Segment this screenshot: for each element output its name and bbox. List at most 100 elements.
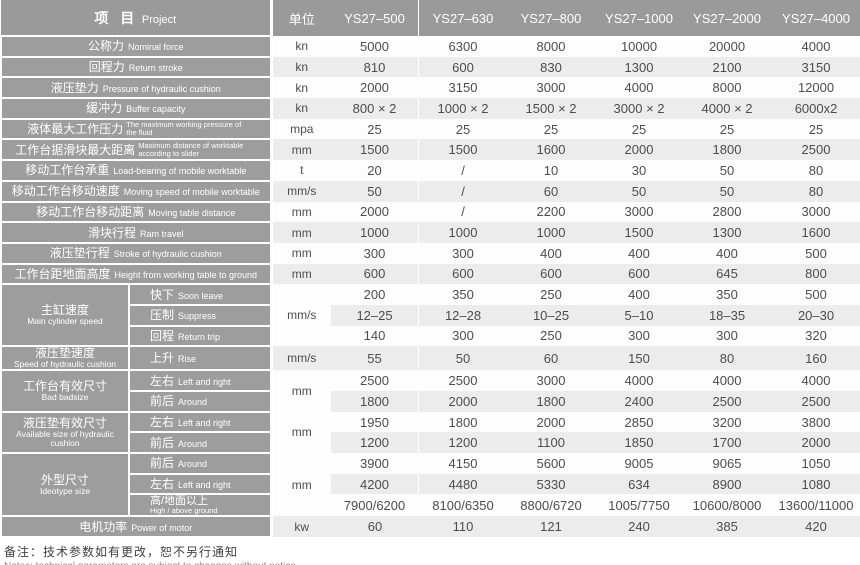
- value-cell: 5–10: [595, 304, 684, 326]
- value-cell: 350: [683, 284, 772, 305]
- value-cell: 600: [595, 263, 684, 285]
- group-label-cell: 液压垫有效尺寸 Available size of hydraulic cushi…: [0, 410, 130, 455]
- value-cell: 2500: [683, 391, 772, 412]
- row-label-zh: 左右: [150, 373, 175, 388]
- group-label-en: Available size of hydraulic cushion: [16, 428, 114, 448]
- value-cell: 9005: [595, 453, 684, 474]
- table-row: 移动工作台移动距离 Moving table distance mm 2000/220…: [0, 200, 860, 224]
- value-cell: 10–25: [507, 304, 596, 326]
- value-cell: 5000: [331, 36, 420, 57]
- row-label-en: Left and right: [178, 418, 231, 429]
- row-label-zh: 快下: [150, 287, 175, 302]
- value-cell: 1080: [771, 473, 860, 495]
- value-cell: 250: [507, 284, 596, 305]
- value-cell: 2000: [595, 139, 684, 161]
- value-cell: 8000: [683, 77, 772, 99]
- value-cell: 25: [419, 118, 508, 140]
- table-row: 压制 Suppress 12–25 12–28 10–25 5–10 18–35 20–30: [1, 303, 860, 327]
- value-cell: 25: [683, 118, 772, 140]
- value-cell: 1800: [331, 391, 420, 412]
- value-cell: 3000: [507, 77, 596, 99]
- value-cell: 5600: [507, 453, 596, 474]
- row-label-zh: 上升: [150, 351, 175, 366]
- value-cell: 10: [507, 160, 596, 181]
- value-cell: 1950: [331, 411, 420, 433]
- value-cell: 1005/7750: [595, 494, 684, 517]
- row-label-zh: 左右: [150, 477, 175, 492]
- unit-cell: kn: [271, 77, 332, 99]
- group-label-en: Ideotype size: [39, 485, 91, 496]
- value-cell: 4480: [419, 473, 508, 495]
- value-cell: 5330: [507, 473, 596, 495]
- row-label-cell: 前后 Around: [127, 431, 273, 455]
- value-cell: 600: [419, 263, 508, 285]
- row-label-en: Stroke of hydraulic cushion: [113, 249, 222, 260]
- row-label-en: Return stroke: [128, 63, 183, 74]
- value-cell: 600: [331, 263, 420, 285]
- row-label-zh: 移动工作台承重: [25, 163, 110, 178]
- row-label-en: Around: [178, 459, 208, 470]
- row-label-zh: 公称力: [87, 39, 124, 54]
- value-cell: 4000 × 2: [683, 98, 772, 119]
- footnote-zh: 备注：技术参数如有更改，恕不另行通知: [4, 545, 239, 560]
- row-label-zh: 移动工作台移动距离: [36, 204, 145, 219]
- value-cell: 3000: [771, 201, 860, 223]
- value-cell: 1700: [683, 432, 772, 454]
- unit-cell: mm: [271, 139, 332, 161]
- table-row: 前后 Around 1200 1200 1100 1850 1700 2000: [1, 431, 860, 455]
- value-cell: 1500 × 2: [507, 98, 596, 119]
- value-cell: 12–28: [419, 304, 508, 326]
- row-label-zh: 缓冲力: [86, 101, 123, 116]
- value-cell: 2850: [595, 411, 684, 433]
- value-cell: 20: [331, 160, 420, 181]
- row-label-cell: 公称力 Nominal force: [0, 35, 273, 58]
- value-cell: 12–25: [331, 304, 420, 326]
- value-cell: 600: [507, 263, 596, 285]
- value-cell: 4000: [683, 370, 772, 391]
- row-label-cell: 前后 Around: [127, 452, 273, 475]
- header-row: 项 目 Project 单位 YS27–500 YS27–630 YS27–80…: [1, 0, 860, 36]
- value-cell: 55: [331, 346, 420, 371]
- group-label-zh: 液压垫有效尺寸: [22, 415, 107, 430]
- value-cell: 320: [771, 325, 860, 347]
- value-cell: 160: [771, 346, 860, 371]
- header-model: YS27–800: [507, 0, 596, 36]
- row-label-cell: 前后 Around: [127, 390, 273, 413]
- value-cell: 1100: [507, 432, 596, 454]
- row-label-cell: 液压垫力 Pressure of hydraulic cushion: [0, 76, 273, 100]
- value-cell: 25: [595, 118, 684, 140]
- value-cell: 8000: [507, 36, 596, 57]
- row-label-cell: 移动工作台移动速度 Moving speed of mobile worktabl…: [0, 179, 273, 203]
- value-cell: 2500: [419, 370, 508, 391]
- group-label-cell: 主缸速度 Main cylinder speed: [0, 283, 130, 348]
- value-cell: 3200: [683, 411, 772, 433]
- table-row: 液体最大工作压力 The maximum working pressure of …: [0, 117, 860, 141]
- value-cell: 2500: [771, 391, 860, 412]
- row-label-cell: 工作台据滑块最大距离 Maximum distance of worktable …: [0, 138, 273, 162]
- value-cell: 12000: [771, 77, 860, 99]
- value-cell: 10600/8000: [683, 494, 772, 517]
- group-label-cell: 液压垫速度 Speed of hydraulic cushion: [0, 345, 130, 372]
- row-label-cell: 高/地面以上 High / above ground: [127, 493, 273, 518]
- row-label-en: Around: [178, 397, 208, 408]
- table-row: 主缸速度 Main cylinder speed 快下 Soon leave mm/s 2…: [0, 283, 860, 348]
- row-label-cell: 左右 Left and right: [127, 472, 273, 496]
- table-row: 电机功率 Power of motor kw 60 110 121 240 385 420: [0, 515, 860, 539]
- value-cell: 1800: [683, 139, 772, 161]
- header-project: 项 目 Project: [1, 0, 273, 36]
- value-cell: 800: [771, 263, 860, 285]
- header-project-zh: 项 目: [94, 9, 139, 26]
- row-label-en: Buffer capacity: [126, 104, 186, 115]
- row-label-en: High / above ground: [150, 506, 218, 516]
- unit-cell: kn: [271, 56, 332, 78]
- row-label-zh: 前后: [150, 456, 175, 471]
- value-cell: 25: [771, 118, 860, 140]
- group-label-cell: 外型尺寸 Ideotype size: [0, 452, 130, 518]
- value-cell: 4150: [419, 453, 508, 474]
- row-label-zh: 工作台据滑块最大距离: [15, 142, 136, 157]
- row-label-en: The maximum working pressure of the flui…: [126, 120, 242, 137]
- value-cell: 3150: [771, 56, 860, 78]
- value-cell: 1200: [331, 432, 420, 454]
- value-cell: 1800: [419, 411, 508, 433]
